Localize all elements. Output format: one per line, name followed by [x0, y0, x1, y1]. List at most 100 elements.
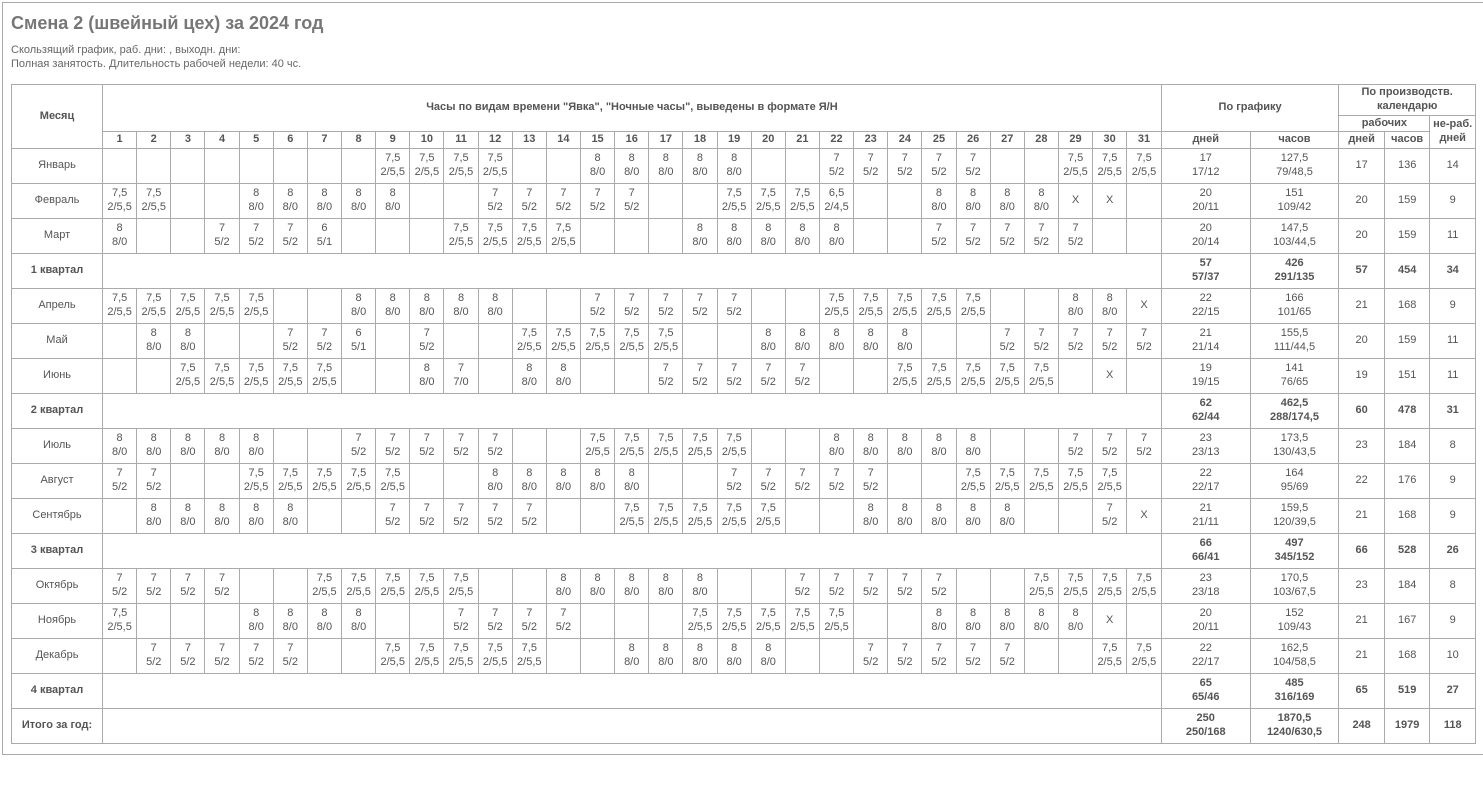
day-cell: 88/0	[273, 604, 307, 639]
day-cell: 75/2	[512, 184, 546, 219]
day-cell	[683, 464, 717, 499]
day-cell	[137, 149, 171, 184]
day-cell: 7,52/5,5	[103, 184, 137, 219]
day-cell: 88/0	[956, 499, 990, 534]
day-cell: 7,52/5,5	[1127, 569, 1162, 604]
row-label: Декабрь	[12, 639, 103, 674]
row-label: Февраль	[12, 184, 103, 219]
day-cell: 88/0	[922, 429, 956, 464]
sched-hours-cell: 497345/152	[1250, 534, 1339, 569]
summary-span	[103, 394, 1162, 429]
day-cell: 88/0	[205, 499, 239, 534]
th-day: 7	[307, 132, 341, 149]
sched-days-cell: 6262/44	[1161, 394, 1250, 429]
day-cell: 7,52/5,5	[444, 149, 478, 184]
day-cell: 7,52/5,5	[512, 639, 546, 674]
day-cell	[581, 219, 615, 254]
day-cell	[819, 639, 853, 674]
day-cell: 88/0	[478, 289, 512, 324]
day-cell: 65/1	[342, 324, 376, 359]
day-cell: 77/0	[444, 359, 478, 394]
day-cell: 88/0	[922, 184, 956, 219]
day-cell: 7,52/5,5	[376, 569, 410, 604]
day-cell: 88/0	[854, 499, 888, 534]
day-cell: 75/2	[546, 184, 580, 219]
day-cell	[751, 149, 785, 184]
prod-cell: 21	[1339, 604, 1385, 639]
row-label: Март	[12, 219, 103, 254]
day-cell: 75/2	[1058, 219, 1092, 254]
th-day: 23	[854, 132, 888, 149]
row-label: Итого за год:	[12, 709, 103, 744]
day-cell: 7,52/5,5	[103, 604, 137, 639]
day-cell	[342, 219, 376, 254]
day-cell: 88/0	[273, 184, 307, 219]
day-cell	[854, 604, 888, 639]
day-cell: 75/2	[922, 639, 956, 674]
table-row: Октябрь75/275/275/275/27,52/5,57,52/5,57…	[12, 569, 1476, 604]
day-cell	[273, 569, 307, 604]
day-cell	[205, 324, 239, 359]
day-cell: 75/2	[103, 464, 137, 499]
day-cell: 75/2	[854, 569, 888, 604]
day-cell	[205, 184, 239, 219]
day-cell: 88/0	[171, 499, 205, 534]
day-cell	[649, 184, 683, 219]
day-cell: 75/2	[273, 324, 307, 359]
th-prod-cal: По производств. календарю	[1339, 85, 1476, 116]
prod-cell: 60	[1339, 394, 1385, 429]
summary-span	[103, 674, 1162, 709]
day-cell: 88/0	[239, 499, 273, 534]
day-cell: 88/0	[444, 289, 478, 324]
day-cell	[307, 639, 341, 674]
table-row: Сентябрь88/088/088/088/088/075/275/275/2…	[12, 499, 1476, 534]
day-cell: 75/2	[990, 324, 1024, 359]
day-cell	[1127, 184, 1162, 219]
day-cell: 7,52/5,5	[649, 429, 683, 464]
day-cell	[546, 499, 580, 534]
day-cell: 7,52/5,5	[410, 149, 444, 184]
day-cell: 7,52/5,5	[888, 289, 922, 324]
day-cell: 75/2	[922, 149, 956, 184]
day-cell: 7,52/5,5	[751, 604, 785, 639]
day-cell	[649, 464, 683, 499]
table-body: Январь7,52/5,57,52/5,57,52/5,57,52/5,588…	[12, 149, 1476, 744]
day-cell: 7,52/5,5	[581, 429, 615, 464]
th-prod-work: рабочих	[1339, 115, 1430, 132]
day-cell: 7,52/5,5	[239, 359, 273, 394]
day-cell: 75/2	[717, 464, 751, 499]
row-label: Май	[12, 324, 103, 359]
prod-cell: 20	[1339, 184, 1385, 219]
day-cell: 75/2	[1024, 324, 1058, 359]
day-cell: 75/2	[683, 289, 717, 324]
day-cell: 75/2	[819, 464, 853, 499]
day-cell	[444, 464, 478, 499]
day-cell: Х	[1093, 184, 1127, 219]
day-cell: 75/2	[137, 569, 171, 604]
day-cell: 75/2	[205, 639, 239, 674]
day-cell: 88/0	[683, 639, 717, 674]
th-day: 30	[1093, 132, 1127, 149]
day-cell: 88/0	[307, 184, 341, 219]
day-cell: 75/2	[478, 184, 512, 219]
day-cell	[478, 359, 512, 394]
prod-cell: 23	[1339, 429, 1385, 464]
day-cell: 88/0	[615, 639, 649, 674]
day-cell	[512, 569, 546, 604]
prod-cell: 23	[1339, 569, 1385, 604]
table-head: Месяц Часы по видам времени "Явка", "Ноч…	[12, 85, 1476, 149]
day-cell: 7,52/5,5	[376, 464, 410, 499]
day-cell: 7,52/5,5	[854, 289, 888, 324]
day-cell: 75/2	[854, 639, 888, 674]
table-row: Январь7,52/5,57,52/5,57,52/5,57,52/5,588…	[12, 149, 1476, 184]
day-cell: 7,52/5,5	[205, 289, 239, 324]
sched-hours-cell: 1870,51240/630,5	[1250, 709, 1339, 744]
day-cell: 75/2	[273, 219, 307, 254]
th-day: 2	[137, 132, 171, 149]
day-cell	[854, 219, 888, 254]
sched-hours-cell: 14176/65	[1250, 359, 1339, 394]
th-day: 27	[990, 132, 1024, 149]
prod-cell: 21	[1339, 499, 1385, 534]
day-cell: 88/0	[1093, 289, 1127, 324]
day-cell	[137, 604, 171, 639]
